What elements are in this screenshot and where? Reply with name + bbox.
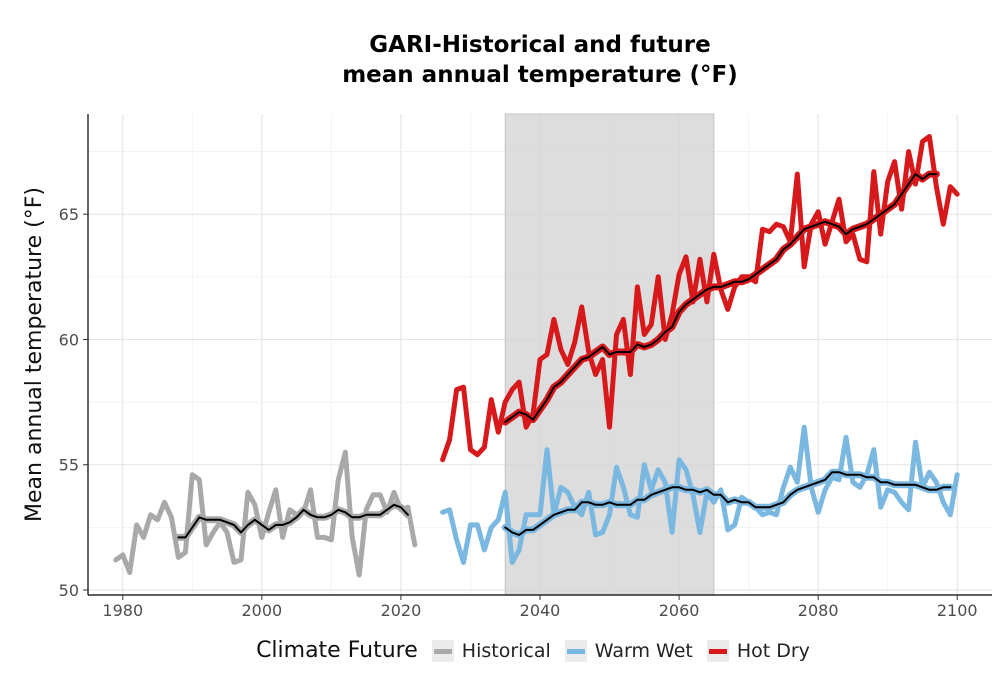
legend-key-hot-dry xyxy=(706,639,729,662)
chart-title-line1: GARI-Historical and future xyxy=(369,32,711,58)
x-tick-label-1980: 1980 xyxy=(102,601,143,620)
legend-title: Climate Future xyxy=(256,638,418,663)
x-tick-label-2100: 2100 xyxy=(937,601,978,620)
legend-item-historical: Historical xyxy=(431,639,551,662)
legend-key-warm-wet xyxy=(564,639,587,662)
legend-swatch-hot-dry xyxy=(708,648,727,654)
y-tick-label-55: 55 xyxy=(59,456,79,475)
series-line-warm-wet-moving-average xyxy=(504,471,952,536)
series-line-historical-moving-average xyxy=(177,503,409,539)
legend-item-warm-wet: Warm Wet xyxy=(564,639,693,662)
chart-title-line2: mean annual temperature (°F) xyxy=(342,62,738,88)
x-tick-label-2080: 2080 xyxy=(798,601,839,620)
series-line-hot-dry-moving-average xyxy=(504,173,938,424)
y-tick-label-65: 65 xyxy=(59,205,79,224)
legend-label-hot-dry: Hot Dry xyxy=(736,639,810,662)
series-line-hot-dry xyxy=(440,134,960,463)
x-tick-label-2020: 2020 xyxy=(381,601,422,620)
legend: Climate Future Historical Warm Wet Hot D… xyxy=(0,638,1000,663)
x-tick-label-2060: 2060 xyxy=(659,601,700,620)
legend-key-historical xyxy=(431,639,454,662)
y-tick-label-60: 60 xyxy=(59,330,79,349)
legend-item-hot-dry: Hot Dry xyxy=(706,639,810,662)
x-tick-label-2040: 2040 xyxy=(520,601,561,620)
legend-label-warm-wet: Warm Wet xyxy=(594,639,693,662)
legend-swatch-warm-wet xyxy=(566,648,585,654)
y-axis-label: Mean annual temperature (°F) xyxy=(22,187,47,522)
y-tick-label-50: 50 xyxy=(59,581,79,600)
legend-swatch-historical xyxy=(433,648,452,654)
legend-label-historical: Historical xyxy=(461,639,551,662)
x-tick-label-2000: 2000 xyxy=(241,601,282,620)
series-line-warm-wet xyxy=(440,424,960,565)
chart-title: GARI-Historical and future mean annual t… xyxy=(0,30,1000,90)
